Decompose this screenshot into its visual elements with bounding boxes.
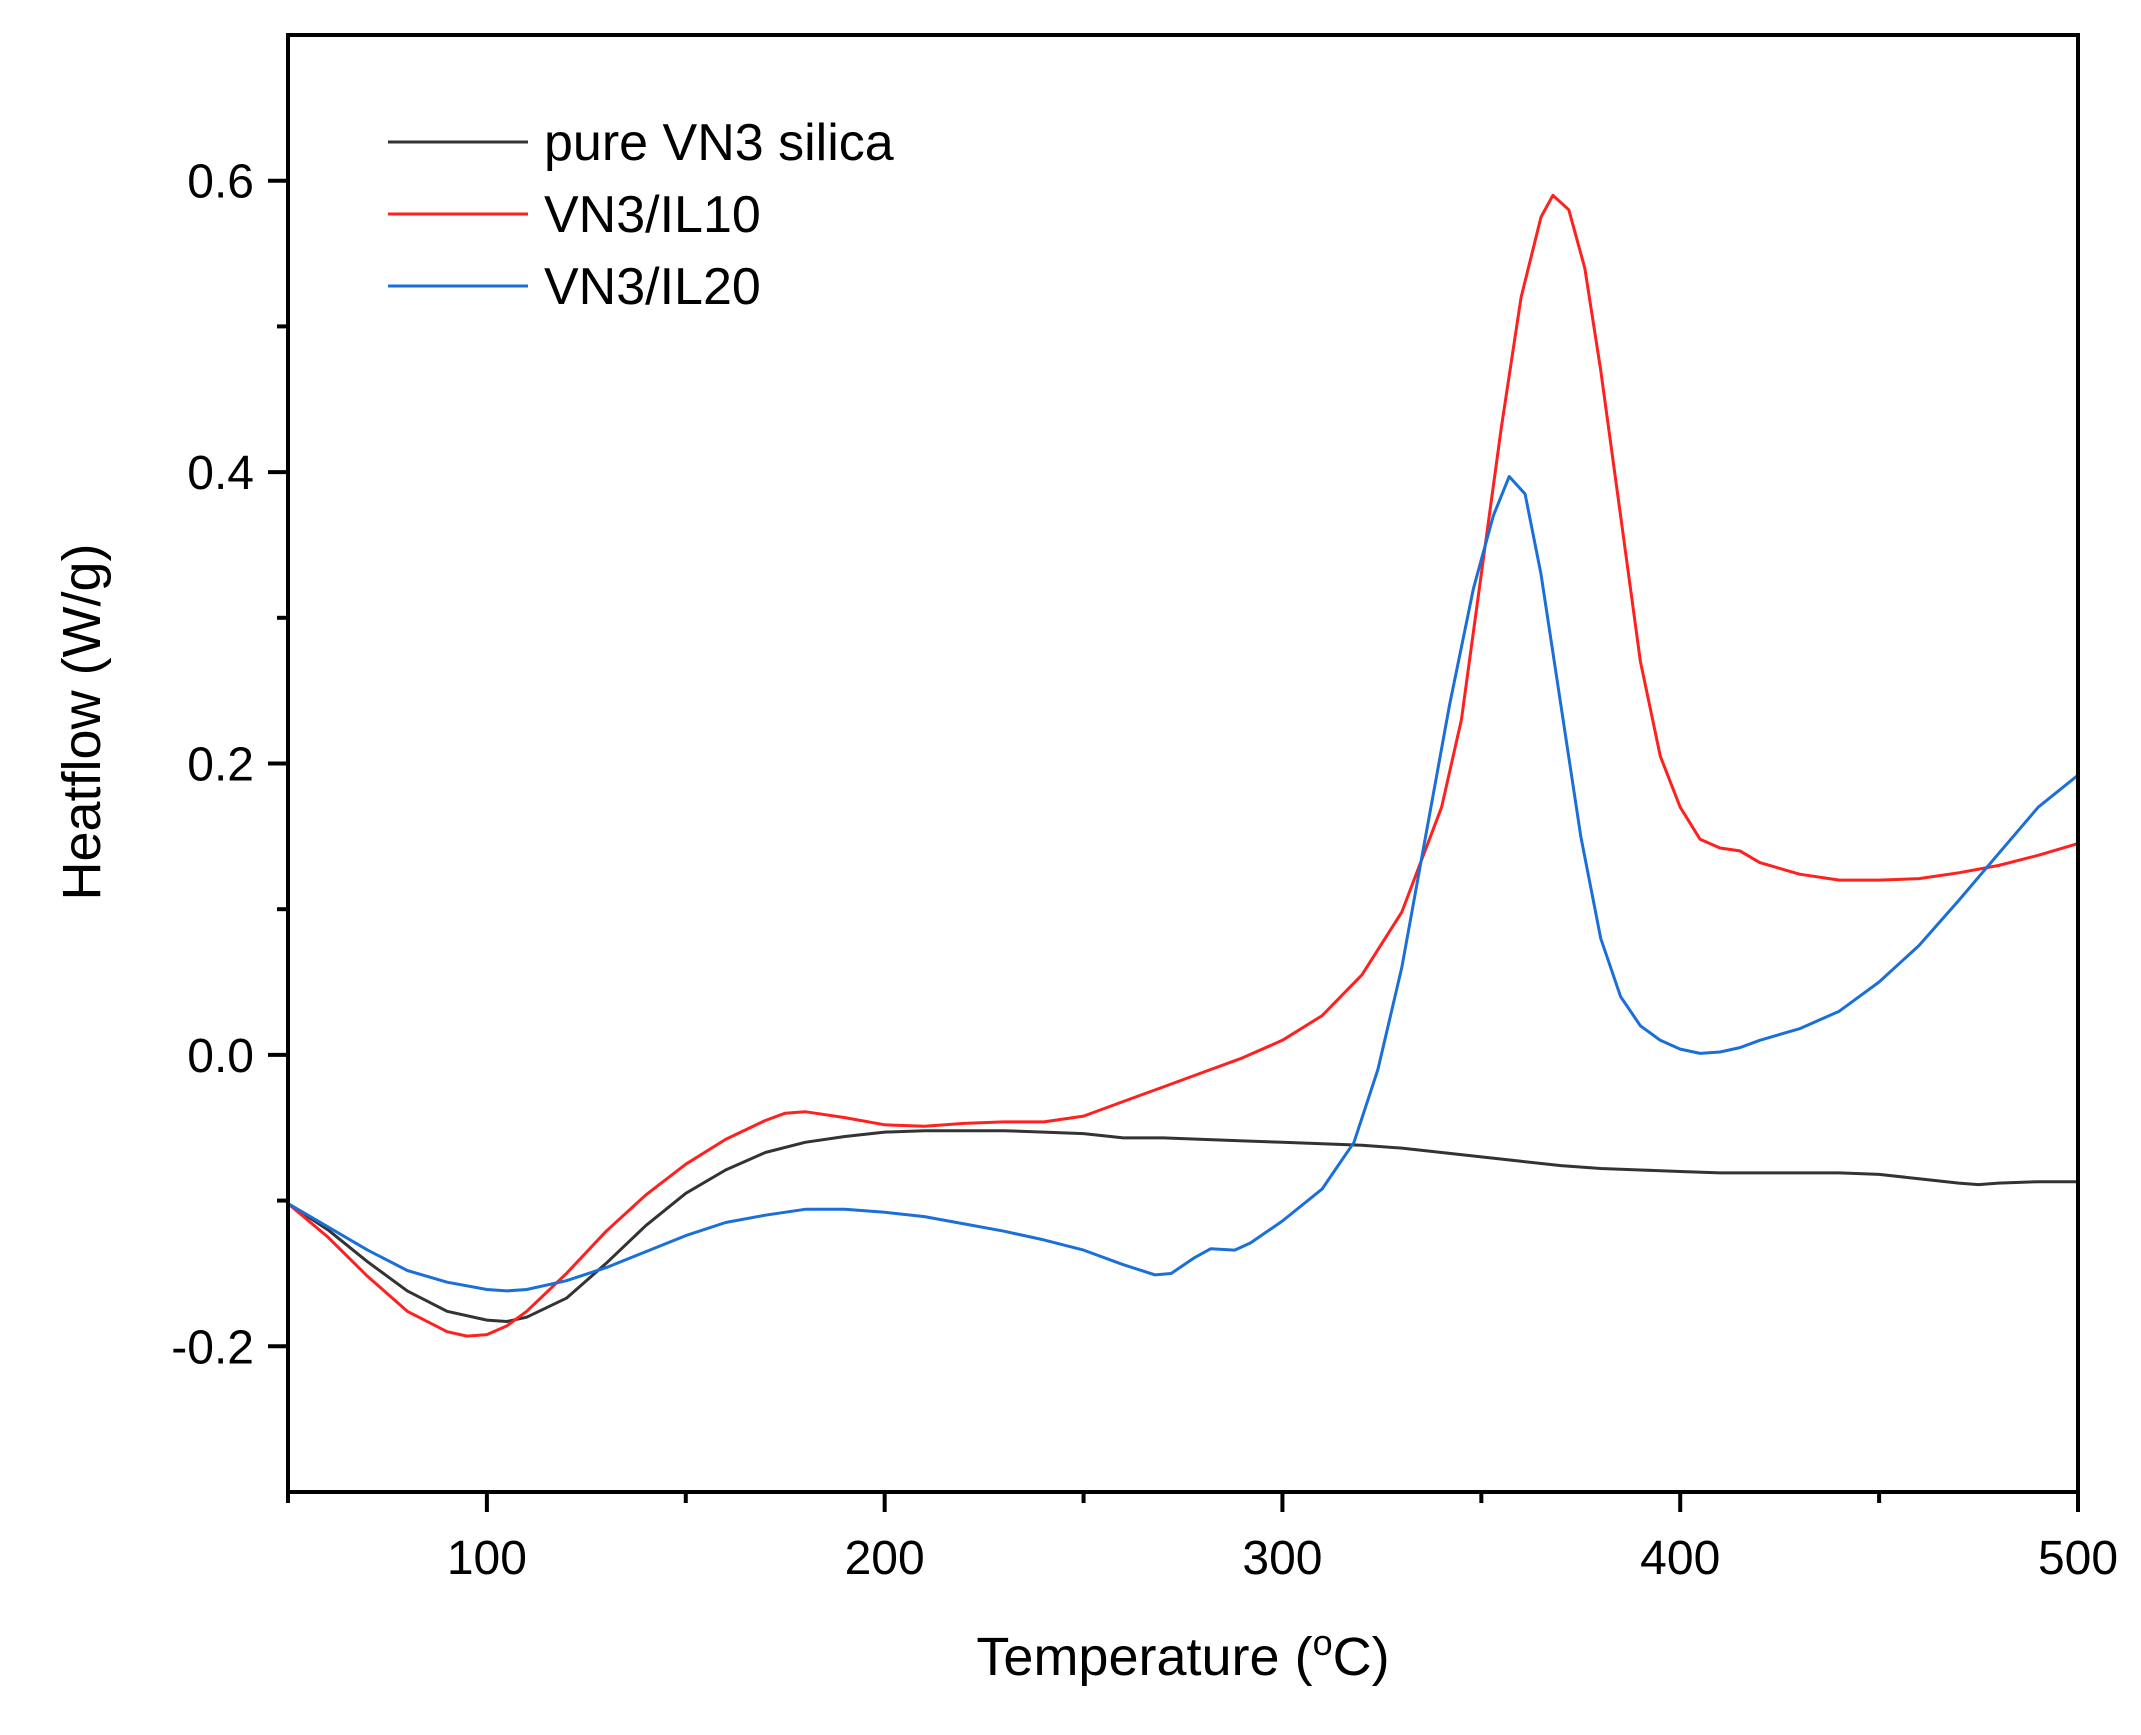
- series-layer: [288, 193, 2078, 1338]
- x-axis-title-superscript: o: [1313, 1622, 1333, 1663]
- legend: pure VN3 silica VN3/IL10 VN3/IL20: [388, 114, 894, 316]
- series-line-pure-vn3-silica: [288, 1129, 2078, 1323]
- x-tick-label: 500: [2038, 1532, 2118, 1585]
- legend-label-vn3-il20: VN3/IL20: [544, 258, 761, 316]
- y-tick-label: -0.2: [171, 1321, 254, 1374]
- tick-labels: 100 200 300 400 500 -0.2 0.0 0.2 0.4 0.6: [171, 156, 2118, 1585]
- series-line-vn3-il20: [288, 475, 2078, 1293]
- axis-ticks: [268, 178, 2080, 1512]
- y-tick-label: 0.2: [187, 739, 254, 792]
- y-tick-label: 0.4: [187, 447, 254, 500]
- x-tick-label: 300: [1242, 1532, 1322, 1585]
- legend-label-vn3-il10: VN3/IL10: [544, 186, 761, 244]
- x-tick-label: 100: [447, 1532, 527, 1585]
- series-line-vn3-il10: [288, 193, 2078, 1338]
- legend-label-pure-vn3-silica: pure VN3 silica: [544, 114, 894, 172]
- x-tick-label: 200: [845, 1532, 925, 1585]
- y-tick-label: 0.0: [187, 1030, 254, 1083]
- x-axis-title-suffix: C): [1333, 1627, 1390, 1687]
- y-tick-label: 0.6: [187, 156, 254, 209]
- x-axis-title: Temperature (oC): [976, 1622, 1389, 1687]
- x-tick-label: 400: [1640, 1532, 1720, 1585]
- y-axis-title: Heatflow (W/g): [52, 543, 112, 900]
